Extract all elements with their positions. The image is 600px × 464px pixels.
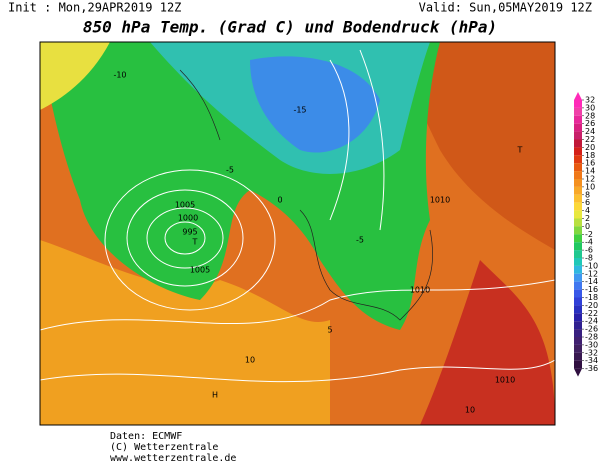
map-label: 1000: [178, 214, 198, 223]
colorbar-label: 30: [585, 103, 595, 112]
colorbar-label: -26: [585, 325, 598, 334]
colorbar-label: 28: [585, 111, 595, 120]
colorbar-label: 32: [585, 96, 595, 105]
colorbar-band: [574, 297, 582, 306]
map-label: T: [192, 238, 198, 247]
colorbar-label: 18: [585, 151, 595, 160]
colorbar-band: [574, 171, 582, 179]
map-label: -15: [293, 106, 306, 115]
colorbar-label: -16: [585, 285, 598, 294]
colorbar-band: [574, 139, 582, 148]
colorbar-band: [574, 123, 582, 132]
colorbar-label: 20: [585, 143, 595, 152]
map-label: 1005: [175, 201, 195, 210]
colorbar-label: 0: [585, 222, 590, 231]
map-label: 1010: [410, 286, 430, 295]
colorbar-label: -12: [585, 269, 598, 278]
colorbar-band: [574, 100, 582, 108]
colorbar-label: -4: [585, 238, 593, 247]
colorbar-band: [574, 234, 582, 243]
colorbar-label: 12: [585, 175, 595, 184]
colorbar-band: [574, 179, 582, 187]
colorbar-label: -36: [585, 364, 598, 373]
colorbar-label: 26: [585, 119, 595, 128]
colorbar-label: 2: [585, 214, 590, 223]
map-border: [39, 41, 556, 426]
colorbar-label: -14: [585, 277, 598, 286]
colorbar-label: -18: [585, 293, 598, 302]
colorbar-label: -32: [585, 348, 598, 357]
colorbar-label: -2: [585, 230, 593, 239]
copyright: (C) Wetterzentrale: [110, 442, 218, 453]
valid-time: Valid: Sun,05MAY2019 12Z: [419, 1, 592, 15]
colorbar-label: 22: [585, 135, 595, 144]
colorbar-band: [574, 107, 582, 116]
colorbar-band: [574, 329, 582, 337]
map-label: -10: [113, 71, 126, 80]
colorbar-band: [574, 163, 582, 172]
colorbar-label: -30: [585, 340, 598, 349]
colorbar-label: -6: [585, 246, 593, 255]
colorbar-band: [574, 273, 582, 282]
map-label: T: [517, 146, 523, 155]
colorbar-band: [574, 258, 582, 266]
colorbar-band: [574, 226, 582, 235]
map-label: 1010: [430, 196, 450, 205]
map-label: -5: [226, 166, 234, 175]
colorbar-arrow: [574, 92, 582, 100]
colorbar-label: 24: [585, 127, 595, 136]
colorbar-band: [574, 281, 582, 290]
colorbar-label: -24: [585, 317, 598, 326]
map-label: -5: [356, 236, 364, 245]
colorbar-band: [574, 155, 582, 164]
map-label: 10: [465, 406, 475, 415]
colorbar-band: [574, 313, 582, 322]
map-area: [40, 42, 555, 425]
website: www.wetterzentrale.de: [110, 453, 236, 464]
init-time: Init : Mon,29APR2019 12Z: [8, 1, 181, 15]
map-label: H: [212, 391, 218, 400]
colorbar-band: [574, 210, 582, 219]
colorbar-band: [574, 337, 582, 345]
colorbar-label: -28: [585, 333, 598, 342]
colorbar-arrow: [574, 368, 582, 377]
colorbar-band: [574, 305, 582, 314]
colorbar-band: [574, 352, 582, 361]
map-label: 5: [327, 326, 332, 335]
colorbar-band: [574, 131, 582, 140]
colorbar-label: 4: [585, 206, 590, 215]
colorbar-band: [574, 147, 582, 156]
colorbar-band: [574, 265, 582, 274]
map-label: 995: [182, 228, 197, 237]
colorbar-label: 10: [585, 182, 595, 191]
colorbar-band: [574, 202, 582, 211]
map-label: 0: [277, 196, 282, 205]
colorbar-band: [574, 186, 582, 195]
colorbar-band: [574, 321, 582, 330]
data-source: Daten: ECMWF: [110, 431, 182, 442]
colorbar-band: [574, 250, 582, 258]
colorbar-label: -20: [585, 301, 598, 310]
colorbar-label: 16: [585, 159, 595, 168]
colorbar-label: -22: [585, 309, 598, 318]
colorbar-label: -8: [585, 254, 593, 263]
colorbar-band: [574, 115, 582, 124]
colorbar-label: 8: [585, 190, 590, 199]
colorbar-band: [574, 242, 582, 251]
colorbar-band: [574, 344, 582, 353]
colorbar-label: 14: [585, 167, 595, 176]
colorbar-label: -10: [585, 261, 598, 270]
map-label: 1010: [495, 376, 515, 385]
map-title: 850 hPa Temp. (Grad C) und Bodendruck (h…: [83, 18, 497, 37]
map-label: 10: [245, 356, 255, 365]
colorbar-band: [574, 360, 582, 369]
colorbar-band: [574, 194, 582, 203]
colorbar-label: 6: [585, 198, 590, 207]
map-label: 1005: [190, 266, 210, 275]
colorbar-band: [574, 289, 582, 298]
colorbar-label: -34: [585, 356, 598, 365]
colorbar-band: [574, 218, 582, 227]
